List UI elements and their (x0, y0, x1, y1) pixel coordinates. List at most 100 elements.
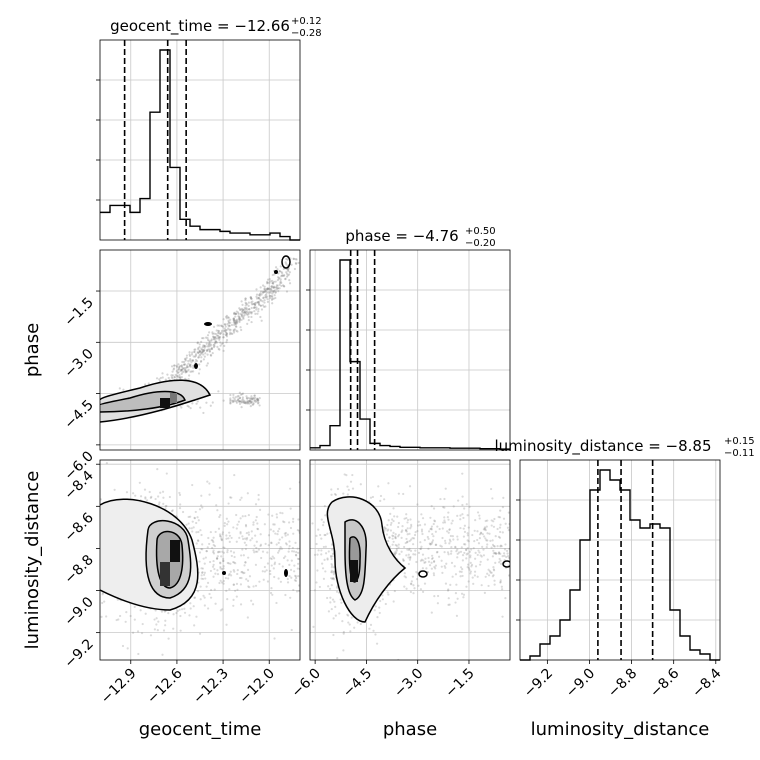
panel-phase-vs-luminosity-distance-sample (342, 630, 345, 634)
panel-geocent-time-vs-phase-sample (198, 350, 201, 353)
panel-phase-vs-luminosity-distance-sample (331, 577, 334, 581)
panel-phase-vs-luminosity-distance-sample (317, 549, 320, 552)
panel-geocent-time-vs-luminosity-distance-sample (198, 508, 202, 511)
panel-geocent-time-vs-phase-sample (173, 376, 176, 379)
panel-phase-vs-luminosity-distance-sample (468, 550, 471, 553)
panel-phase-vs-luminosity-distance-sample (395, 544, 398, 547)
panel-phase-vs-luminosity-distance-sample (492, 525, 496, 528)
panel-geocent-time-vs-luminosity-distance-sample (175, 611, 178, 615)
panel-geocent-time-vs-luminosity-distance-sample (161, 490, 165, 493)
panel-geocent-time-vs-luminosity-distance-sample (284, 542, 288, 545)
panel-phase-vs-luminosity-distance-sample (318, 585, 321, 589)
panel-geocent-time-vs-luminosity-distance-sample (204, 577, 207, 580)
panel-geocent-time-vs-phase-sample (236, 399, 240, 402)
panel-geocent-time-vs-luminosity-distance-sample (275, 513, 278, 516)
panel-geocent-time-vs-phase-sample (177, 376, 180, 379)
panel-geocent-time-vs-phase-sample (181, 360, 184, 364)
panel-phase-vs-luminosity-distance-sample (498, 557, 501, 561)
panel-geocent-time-vs-phase-sample (197, 348, 200, 351)
panel-geocent-time-vs-luminosity-distance-sample (296, 547, 299, 550)
panel-phase-vs-luminosity-distance-sample (381, 594, 384, 597)
panel-geocent-time-vs-luminosity-distance-sample (266, 580, 270, 583)
panel-phase-vs-luminosity-distance-sample (402, 559, 405, 562)
title-luminosity-distance: luminosity_distance = −8.85 (494, 437, 711, 456)
panel-geocent-time-vs-luminosity-distance-sample (245, 543, 248, 547)
panel-geocent-time-vs-luminosity-distance-sample (220, 537, 223, 540)
panel-phase-vs-luminosity-distance-sample (330, 584, 333, 587)
panel-geocent-time-vs-luminosity-distance-sample (208, 542, 211, 546)
panel-phase-vs-luminosity-distance-sample (417, 584, 420, 587)
panel-geocent-time-vs-phase-sample (251, 397, 254, 400)
panel-geocent-time-vs-phase-sample (227, 320, 230, 323)
panel-geocent-time-vs-phase-sample (196, 342, 199, 345)
panel-geocent-time-vs-phase-contour-inner (100, 390, 186, 413)
panel-geocent-time-vs-phase-sample (229, 400, 232, 403)
panel-phase-vs-luminosity-distance-sample (498, 536, 502, 539)
panel-geocent-time-vs-phase-sample (225, 328, 228, 332)
panel-phase-vs-luminosity-distance-sample (406, 521, 409, 524)
panel-geocent-time-vs-phase-sample (232, 331, 236, 334)
panel-geocent-time-vs-phase-sample (261, 304, 265, 307)
title-phase-plus: +0.50 (465, 226, 496, 237)
panel-phase-vs-luminosity-distance-sample (466, 514, 469, 517)
panel-geocent-time-vs-luminosity-distance-sample (149, 496, 152, 499)
panel-phase-vs-luminosity-distance-sample (386, 591, 389, 594)
panel-phase-vs-luminosity-distance-sample (500, 585, 503, 588)
panel-geocent-time-vs-phase-sample (285, 275, 289, 278)
panel-geocent-time-vs-phase-sample (235, 321, 238, 324)
panel-geocent-time-vs-luminosity-distance-sample (297, 518, 300, 521)
panel-phase-vs-luminosity-distance-sample (444, 566, 447, 569)
panel-geocent-time-vs-phase-sample (205, 401, 208, 404)
panel-geocent-time-vs-luminosity-distance-sample (144, 497, 147, 500)
panel-phase-vs-luminosity-distance-sample (503, 548, 507, 551)
panel-geocent-time-vs-phase-sample (263, 285, 266, 288)
panel-geocent-time-vs-phase-sample (203, 345, 206, 348)
panel-geocent-time-vs-phase-sample (270, 294, 273, 297)
panel-geocent-time-vs-luminosity-distance-sample (101, 601, 104, 605)
panel-geocent-time-vs-luminosity-distance-sample (285, 543, 288, 546)
panel-phase-vs-luminosity-distance-sample (383, 529, 386, 532)
panel-phase-vs-luminosity-distance-sample (485, 525, 488, 528)
hist-phase-steps (310, 259, 510, 450)
panel-geocent-time-vs-luminosity-distance-sample (201, 571, 204, 574)
panel-geocent-time-vs-phase-sample (285, 257, 288, 261)
panel-geocent-time-vs-luminosity-distance-sample (294, 574, 297, 577)
panel-geocent-time-vs-phase-sample (189, 358, 192, 361)
panel-geocent-time-vs-luminosity-distance-sample (160, 610, 164, 613)
panel-phase-vs-luminosity-distance-sample (467, 563, 470, 566)
panel-geocent-time-vs-phase-sample (227, 324, 230, 327)
panel-geocent-time-vs-phase-sample (217, 335, 220, 338)
panel-geocent-time-vs-luminosity-distance-sample (214, 572, 217, 575)
panel-phase-vs-luminosity-distance-sample (405, 513, 408, 516)
panel-phase-vs-luminosity-distance-sample (323, 505, 326, 508)
panel-geocent-time-vs-luminosity-distance-sample (125, 611, 128, 614)
panel-phase-vs-luminosity-distance-sample (471, 533, 474, 537)
panel-phase-vs-luminosity-distance-sample (465, 585, 468, 588)
panel-phase-vs-luminosity-distance-sample (463, 507, 466, 510)
panel-geocent-time-vs-phase-sample (234, 312, 238, 316)
panel-geocent-time-vs-phase-sample (265, 287, 269, 291)
panel-geocent-time-vs-phase-sample (188, 353, 191, 356)
panel-phase-vs-luminosity-distance-sample (320, 537, 323, 540)
panel-geocent-time-vs-luminosity-distance-sample (284, 593, 287, 597)
panel-geocent-time-vs-phase-sample (270, 285, 273, 288)
panel-geocent-time-vs-phase-sample (249, 405, 252, 408)
panel-phase-vs-luminosity-distance-sample (421, 532, 424, 536)
panel-geocent-time-vs-luminosity-distance-sample (185, 523, 188, 526)
panel-geocent-time-vs-phase-sample (294, 258, 297, 261)
panel-geocent-time-vs-phase-sample (211, 401, 214, 404)
panel-geocent-time-vs-phase-sample (248, 400, 251, 403)
panel-geocent-time-vs-phase-sample (243, 311, 246, 314)
panel-phase-vs-luminosity-distance-sample (395, 549, 398, 552)
panel-phase-vs-luminosity-distance-sample (394, 550, 397, 553)
panel-phase-vs-luminosity-distance-sample (476, 575, 479, 578)
panel-phase-vs-luminosity-distance-sample (465, 548, 468, 552)
panel-phase-vs-luminosity-distance-sample (432, 574, 436, 577)
panel-geocent-time-vs-luminosity-distance-sample (226, 550, 229, 554)
panel-geocent-time-vs-luminosity-distance-sample (238, 536, 241, 539)
panel-phase-vs-luminosity-distance-sample (409, 549, 413, 552)
panel-geocent-time-vs-luminosity-distance-sample (192, 605, 195, 608)
panel-geocent-time-vs-luminosity-distance-sample (284, 555, 287, 558)
panel-phase-vs-luminosity-distance-sample (330, 555, 333, 559)
